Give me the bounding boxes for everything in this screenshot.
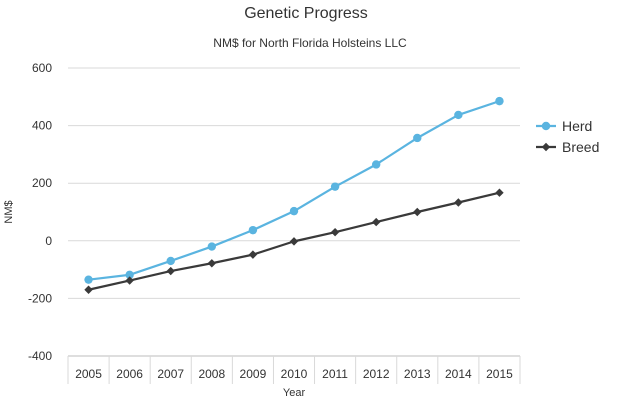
y-tick-label: 0 — [45, 234, 52, 248]
series-lines — [84, 96, 504, 294]
x-tick-label: 2007 — [157, 367, 184, 381]
data-point — [371, 217, 381, 227]
data-point — [495, 188, 504, 197]
y-tick-label: -200 — [28, 291, 52, 305]
data-point — [289, 237, 299, 246]
x-tick-label: 2014 — [445, 367, 472, 381]
legend-swatch-marker — [541, 121, 551, 131]
data-point — [330, 227, 340, 237]
y-axis-label: NM$ — [3, 200, 15, 223]
data-point — [330, 182, 340, 191]
data-point — [495, 96, 504, 106]
legend-label: Herd — [562, 118, 592, 134]
x-tick-label: 2013 — [404, 367, 431, 381]
legend-item-herd: Herd — [536, 118, 592, 134]
y-tick-label: 200 — [32, 176, 52, 190]
series-breed — [84, 188, 504, 294]
data-point — [413, 133, 422, 143]
series-herd — [84, 96, 504, 284]
y-tick-label: -400 — [28, 349, 52, 363]
x-tick-label: 2005 — [75, 367, 102, 381]
y-axis: -400 -200 0 200 400 600 — [28, 61, 52, 363]
x-axis-label: Year — [283, 387, 306, 399]
data-point — [454, 110, 463, 120]
data-point — [248, 225, 258, 235]
x-tick-label: 2011 — [322, 367, 348, 381]
data-point — [454, 198, 463, 207]
series-line — [88, 100, 500, 281]
y-tick-label: 400 — [32, 119, 52, 133]
data-point — [84, 285, 93, 294]
x-tick-label: 2006 — [116, 367, 143, 381]
data-point — [125, 270, 134, 279]
data-point — [84, 275, 93, 284]
x-tick-label: 2015 — [486, 367, 513, 381]
data-point — [166, 256, 175, 266]
data-point — [371, 160, 381, 169]
data-point — [125, 276, 134, 285]
x-tick-label: 2012 — [363, 367, 390, 381]
x-tick-label: 2009 — [240, 367, 267, 381]
x-axis: 2005 2006 2007 2008 2009 2010 2011 2012 2013 2014… — [67, 355, 521, 384]
data-point — [248, 250, 258, 259]
legend-label: Breed — [562, 139, 599, 155]
data-point — [413, 207, 422, 217]
legend-item-breed: Breed — [536, 139, 599, 155]
data-point — [289, 206, 299, 216]
x-tick-label: 2010 — [281, 367, 308, 381]
data-point — [166, 266, 175, 276]
legend-swatch-marker — [541, 142, 551, 152]
legend: Herd Breed — [536, 118, 599, 155]
data-point — [207, 259, 217, 268]
chart-subtitle: NM$ for North Florida Holsteins LLC — [213, 36, 407, 50]
x-tick-label: 2008 — [198, 367, 225, 381]
data-point — [207, 242, 217, 251]
chart-title: Genetic Progress — [244, 5, 368, 22]
y-tick-label: 600 — [32, 61, 52, 75]
